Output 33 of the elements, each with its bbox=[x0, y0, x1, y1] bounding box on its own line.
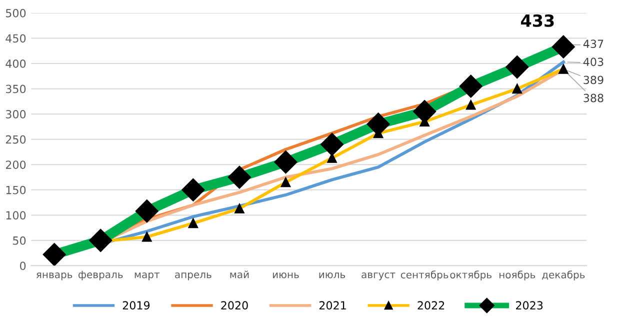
x-tick-label: июль bbox=[319, 272, 346, 278]
x-tick-label: апрель bbox=[175, 272, 212, 280]
y-tick-label: 500 bbox=[6, 8, 26, 18]
y-tick-label: 200 bbox=[6, 160, 26, 169]
x-tick-label: ноябрь bbox=[500, 270, 536, 280]
x-tick-label: июнь bbox=[272, 272, 299, 278]
y-tick-label: 400 bbox=[6, 59, 26, 68]
x-tick-label: май bbox=[230, 270, 249, 278]
data-label: 403 bbox=[583, 58, 604, 66]
x-tick-label: декабрь bbox=[542, 270, 585, 280]
y-tick-label: 0 bbox=[20, 262, 26, 270]
data-label: 433 bbox=[521, 14, 554, 27]
legend-label: 2020 bbox=[221, 301, 248, 310]
legend-label: 2019 bbox=[122, 301, 150, 310]
y-tick-label: 300 bbox=[6, 110, 26, 118]
x-tick-label: февраль bbox=[78, 270, 123, 280]
x-tick-label: март bbox=[134, 272, 160, 280]
y-tick-label: 250 bbox=[6, 135, 26, 144]
y-tick-label: 350 bbox=[6, 84, 26, 94]
data-label: 389 bbox=[584, 76, 604, 84]
legend-label: 2022 bbox=[418, 301, 444, 310]
x-tick-label: август bbox=[362, 272, 396, 280]
x-tick-label: январь bbox=[36, 272, 72, 280]
legend-label: 2021 bbox=[319, 301, 346, 310]
y-tick-label: 150 bbox=[6, 186, 26, 194]
data-label: 388 bbox=[584, 94, 604, 102]
legend-label: 2023 bbox=[516, 301, 543, 310]
x-tick-label: сентябрь bbox=[400, 270, 448, 280]
y-tick-label: 100 bbox=[6, 211, 26, 220]
data-label: 437 bbox=[583, 40, 604, 48]
y-tick-label: 50 bbox=[13, 236, 26, 245]
x-tick-label: октябрь bbox=[450, 270, 492, 280]
y-tick-label: 450 bbox=[6, 34, 26, 43]
